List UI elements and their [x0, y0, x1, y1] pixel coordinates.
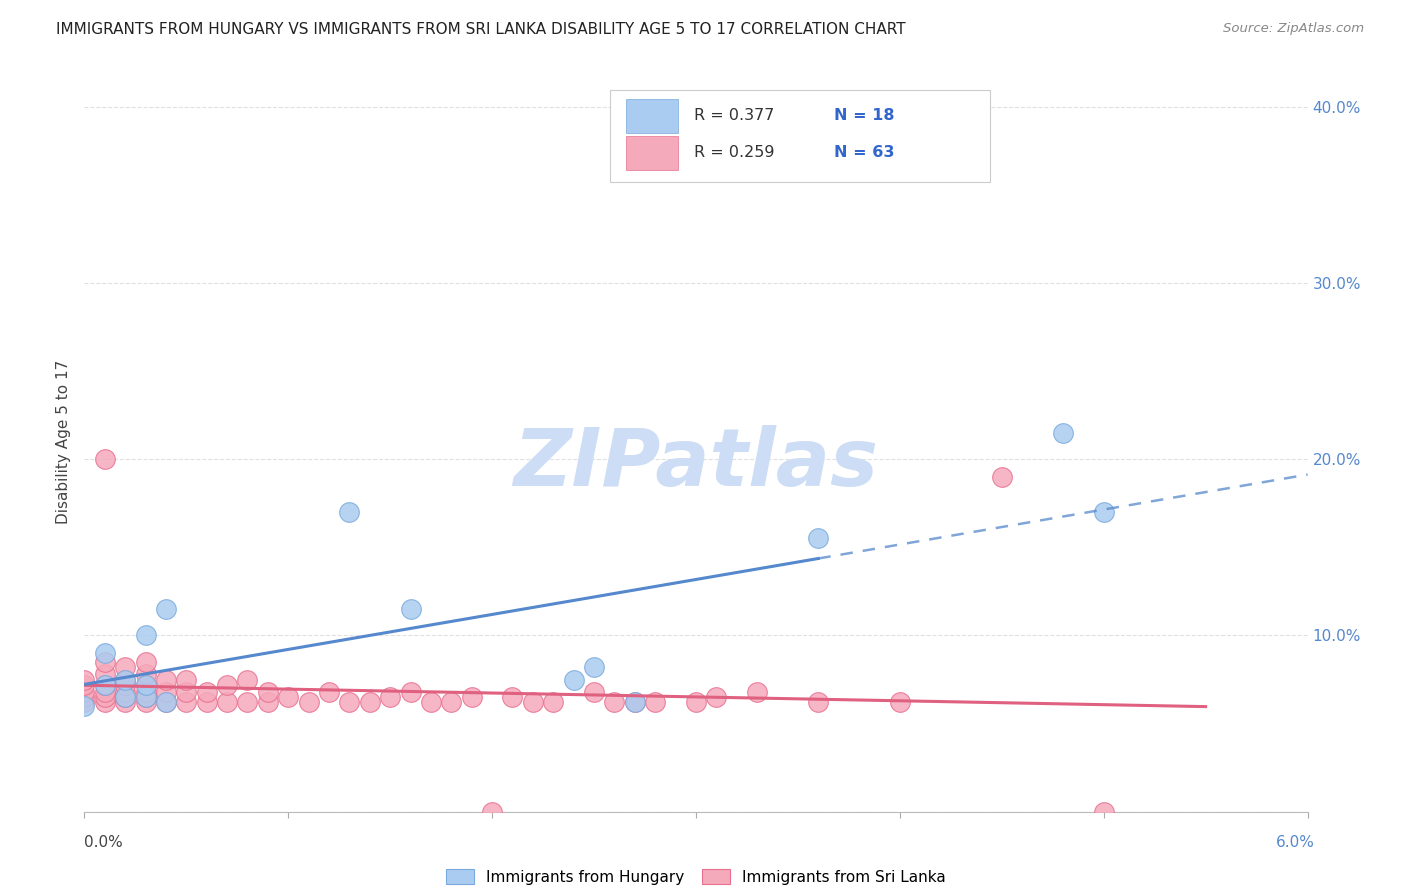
Point: [195, 695, 218, 709]
Point: [583, 685, 606, 699]
Point: [217, 695, 239, 709]
Point: [93, 452, 117, 467]
Point: [807, 532, 830, 546]
Y-axis label: Disability Age 5 to 17: Disability Age 5 to 17: [56, 359, 72, 524]
Point: [135, 667, 157, 681]
Point: [339, 505, 361, 519]
Point: [93, 685, 117, 699]
Text: R = 0.259: R = 0.259: [693, 145, 775, 161]
Point: [747, 685, 769, 699]
Point: [114, 660, 136, 674]
Point: [706, 690, 728, 705]
Point: [155, 673, 177, 687]
Point: [583, 660, 606, 674]
Point: [257, 685, 280, 699]
Legend: Immigrants from Hungary, Immigrants from Sri Lanka: Immigrants from Hungary, Immigrants from…: [441, 864, 950, 889]
Point: [807, 695, 830, 709]
Text: IMMIGRANTS FROM HUNGARY VS IMMIGRANTS FROM SRI LANKA DISABILITY AGE 5 TO 17 CORR: IMMIGRANTS FROM HUNGARY VS IMMIGRANTS FR…: [56, 22, 905, 37]
Point: [522, 695, 544, 709]
Point: [93, 667, 117, 681]
Text: N = 63: N = 63: [834, 145, 894, 161]
Point: [114, 673, 136, 687]
Point: [73, 685, 96, 699]
Point: [399, 602, 422, 616]
Point: [73, 678, 96, 692]
Point: [195, 685, 218, 699]
Point: [155, 695, 177, 709]
Point: [298, 695, 321, 709]
Point: [114, 685, 136, 699]
Point: [889, 695, 911, 709]
Text: N = 18: N = 18: [834, 108, 894, 123]
Point: [114, 673, 136, 687]
Point: [624, 695, 647, 709]
Point: [502, 690, 524, 705]
Point: [114, 690, 136, 705]
Point: [93, 690, 117, 705]
Point: [176, 685, 198, 699]
Point: [155, 695, 177, 709]
Point: [257, 695, 280, 709]
Point: [562, 673, 585, 687]
Point: [176, 695, 198, 709]
Point: [380, 690, 402, 705]
Point: [155, 685, 177, 699]
Point: [339, 695, 361, 709]
Point: [603, 695, 626, 709]
Point: [217, 678, 239, 692]
Point: [644, 695, 666, 709]
Point: [1092, 805, 1115, 819]
Point: [114, 690, 136, 705]
Point: [277, 690, 299, 705]
Text: 6.0%: 6.0%: [1275, 836, 1315, 850]
FancyBboxPatch shape: [626, 136, 678, 169]
Point: [176, 673, 198, 687]
Point: [991, 470, 1014, 484]
Point: [543, 695, 565, 709]
Point: [135, 690, 157, 705]
Point: [236, 695, 259, 709]
Point: [93, 678, 117, 692]
Point: [685, 695, 707, 709]
Point: [135, 628, 157, 642]
Point: [624, 695, 647, 709]
Point: [114, 695, 136, 709]
Point: [135, 678, 157, 692]
Point: [73, 673, 96, 687]
Point: [93, 695, 117, 709]
Point: [93, 646, 117, 660]
Point: [359, 695, 381, 709]
Text: Source: ZipAtlas.com: Source: ZipAtlas.com: [1223, 22, 1364, 36]
Point: [461, 690, 484, 705]
FancyBboxPatch shape: [626, 99, 678, 133]
Point: [155, 602, 177, 616]
Point: [1092, 505, 1115, 519]
Point: [236, 673, 259, 687]
Point: [135, 690, 157, 705]
Point: [114, 678, 136, 692]
Point: [481, 805, 503, 819]
Point: [135, 678, 157, 692]
Point: [93, 655, 117, 669]
Text: R = 0.377: R = 0.377: [693, 108, 773, 123]
Point: [420, 695, 443, 709]
Point: [135, 655, 157, 669]
Point: [73, 695, 96, 709]
Text: 0.0%: 0.0%: [84, 836, 124, 850]
Point: [135, 695, 157, 709]
Point: [318, 685, 340, 699]
Point: [73, 690, 96, 705]
Point: [135, 685, 157, 699]
FancyBboxPatch shape: [610, 90, 990, 183]
Point: [73, 698, 96, 713]
Point: [1052, 425, 1074, 440]
Text: ZIPatlas: ZIPatlas: [513, 425, 879, 503]
Point: [93, 678, 117, 692]
Point: [440, 695, 463, 709]
Point: [399, 685, 422, 699]
